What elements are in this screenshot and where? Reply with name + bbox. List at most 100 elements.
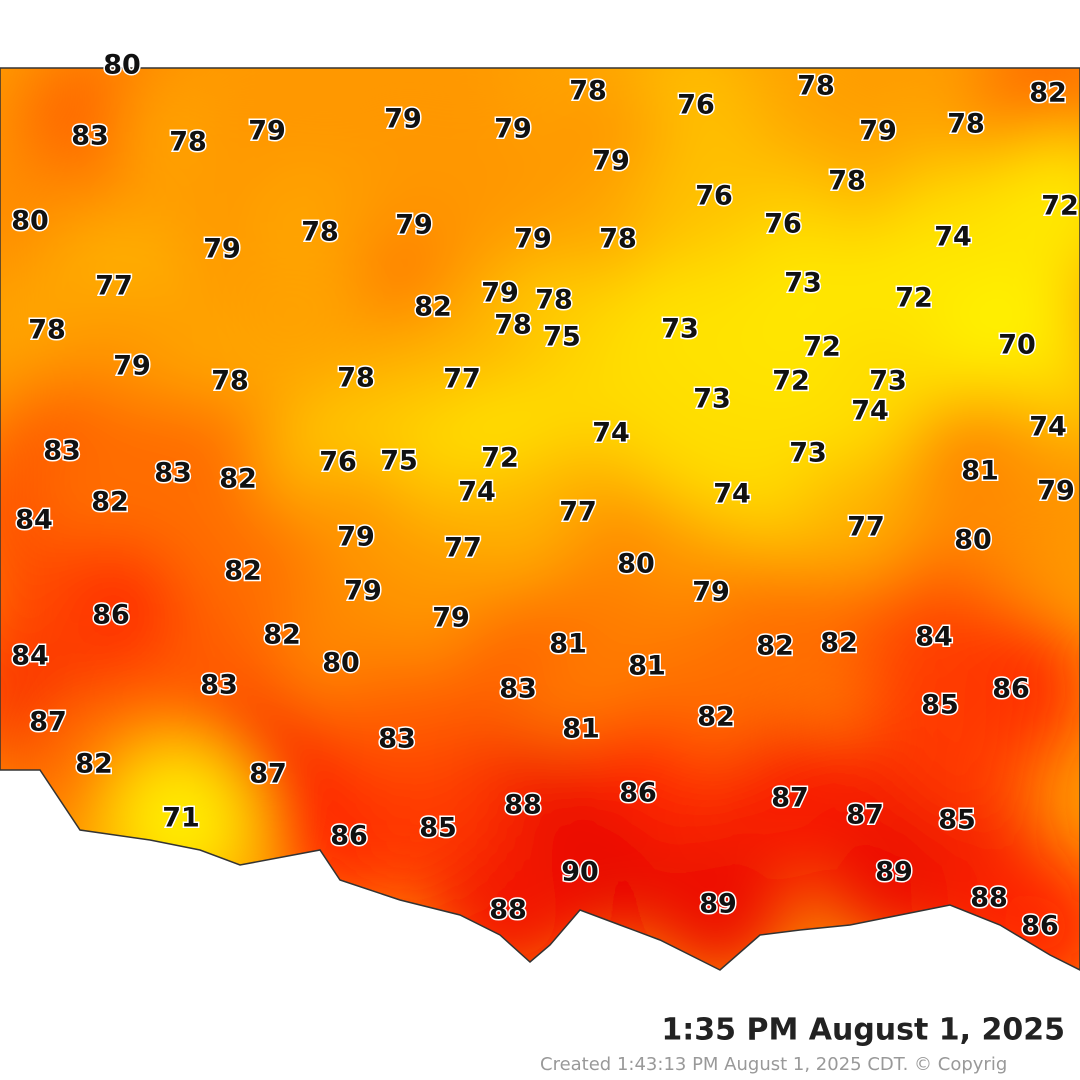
station-temperature: 77: [444, 533, 482, 564]
station-temperature: 71: [162, 803, 200, 834]
station-temperature: 78: [947, 109, 985, 140]
station-temperature: 79: [384, 104, 422, 135]
station-temperature: 75: [380, 446, 418, 477]
station-temperature: 81: [549, 629, 587, 660]
station-temperature: 87: [29, 707, 67, 738]
station-temperature: 79: [692, 577, 730, 608]
station-temperature: 83: [200, 670, 238, 701]
station-temperature: 86: [619, 778, 657, 809]
station-temperature: 77: [443, 364, 481, 395]
station-temperature: 73: [869, 366, 907, 397]
station-temperature: 73: [784, 268, 822, 299]
station-temperature: 74: [713, 479, 751, 510]
station-temperature: 76: [677, 90, 715, 121]
heat-blob: [985, 132, 1080, 282]
station-temperature: 87: [771, 783, 809, 814]
station-temperature: 72: [1041, 191, 1079, 222]
station-temperature: 86: [92, 600, 130, 631]
station-temperature: 82: [756, 631, 794, 662]
station-temperature: 79: [514, 224, 552, 255]
station-temperature: 72: [772, 366, 810, 397]
station-temperature: 77: [559, 497, 597, 528]
heat-blob: [973, 68, 1080, 169]
station-temperature: 79: [494, 114, 532, 145]
station-temperature: 83: [43, 436, 81, 467]
station-temperature: 72: [895, 283, 933, 314]
station-temperature: 74: [934, 222, 972, 253]
station-temperature: 83: [378, 724, 416, 755]
station-temperature: 84: [15, 505, 53, 536]
station-temperature: 78: [211, 366, 249, 397]
station-temperature: 85: [419, 813, 457, 844]
station-temperature: 88: [489, 895, 527, 926]
station-temperature: 90: [561, 857, 599, 888]
station-temperature: 76: [764, 209, 802, 240]
station-temperature: 88: [504, 790, 542, 821]
station-temperature: 82: [91, 487, 129, 518]
station-temperature: 89: [699, 889, 737, 920]
station-temperature: 85: [938, 805, 976, 836]
station-temperature: 80: [103, 50, 141, 81]
station-temperature: 83: [154, 458, 192, 489]
heat-field: [0, 68, 1080, 970]
station-temperature: 86: [330, 821, 368, 852]
station-temperature: 79: [113, 351, 151, 382]
station-temperature: 80: [322, 648, 360, 679]
heat-blob: [35, 428, 185, 578]
station-temperature: 79: [337, 522, 375, 553]
station-temperature: 74: [851, 396, 889, 427]
station-temperature: 78: [599, 224, 637, 255]
station-temperature: 77: [847, 512, 885, 543]
station-temperature: 78: [569, 76, 607, 107]
station-temperature: 75: [543, 322, 581, 353]
created-note: Created 1:43:13 PM August 1, 2025 CDT. ©…: [540, 1054, 1007, 1075]
station-temperature: 73: [693, 384, 731, 415]
station-temperature: 84: [11, 641, 49, 672]
station-temperature: 82: [1029, 78, 1067, 109]
observation-time: 1:35 PM August 1, 2025: [661, 1013, 1065, 1048]
station-temperature: 78: [797, 71, 835, 102]
station-temperature: 79: [481, 278, 519, 309]
station-temperature: 77: [95, 271, 133, 302]
station-temperature: 83: [71, 121, 109, 152]
station-temperature: 72: [481, 443, 519, 474]
station-temperature: 82: [263, 620, 301, 651]
station-temperature: 82: [75, 749, 113, 780]
station-temperature: 79: [592, 146, 630, 177]
station-temperature: 76: [319, 447, 357, 478]
station-temperature: 79: [1037, 476, 1075, 507]
station-temperature: 79: [395, 210, 433, 241]
station-temperature: 74: [458, 477, 496, 508]
station-temperature: 87: [249, 759, 287, 790]
state-fill: [0, 68, 1080, 970]
station-temperature: 86: [1021, 911, 1059, 942]
station-temperature: 79: [344, 576, 382, 607]
station-temperature: 74: [1029, 412, 1067, 443]
station-temperature: 73: [789, 438, 827, 469]
station-temperature: 80: [954, 525, 992, 556]
station-temperature: 83: [499, 674, 537, 705]
station-temperature: 79: [203, 234, 241, 265]
station-temperature: 82: [820, 628, 858, 659]
station-labels: 80 83 78 79 79 79 78 76 78 79 78 82 79 78 80 79 78 79 79 78…: [10, 48, 1080, 943]
station-temperature: 89: [875, 857, 913, 888]
station-temperature: 78: [169, 127, 207, 158]
station-temperature: 74: [592, 418, 630, 449]
station-temperature: 80: [617, 549, 655, 580]
station-temperature: 82: [697, 702, 735, 733]
station-temperature: 81: [628, 651, 666, 682]
station-temperature: 80: [11, 206, 49, 237]
station-temperature: 85: [921, 690, 959, 721]
station-temperature: 78: [828, 166, 866, 197]
station-temperature: 79: [432, 603, 470, 634]
station-temperature: 79: [859, 116, 897, 147]
station-temperature: 78: [337, 363, 375, 394]
station-temperature: 72: [803, 332, 841, 363]
station-temperature: 88: [970, 883, 1008, 914]
station-temperature: 78: [28, 315, 66, 346]
station-temperature: 76: [695, 181, 733, 212]
station-temperature: 78: [301, 217, 339, 248]
station-temperature: 84: [915, 622, 953, 653]
